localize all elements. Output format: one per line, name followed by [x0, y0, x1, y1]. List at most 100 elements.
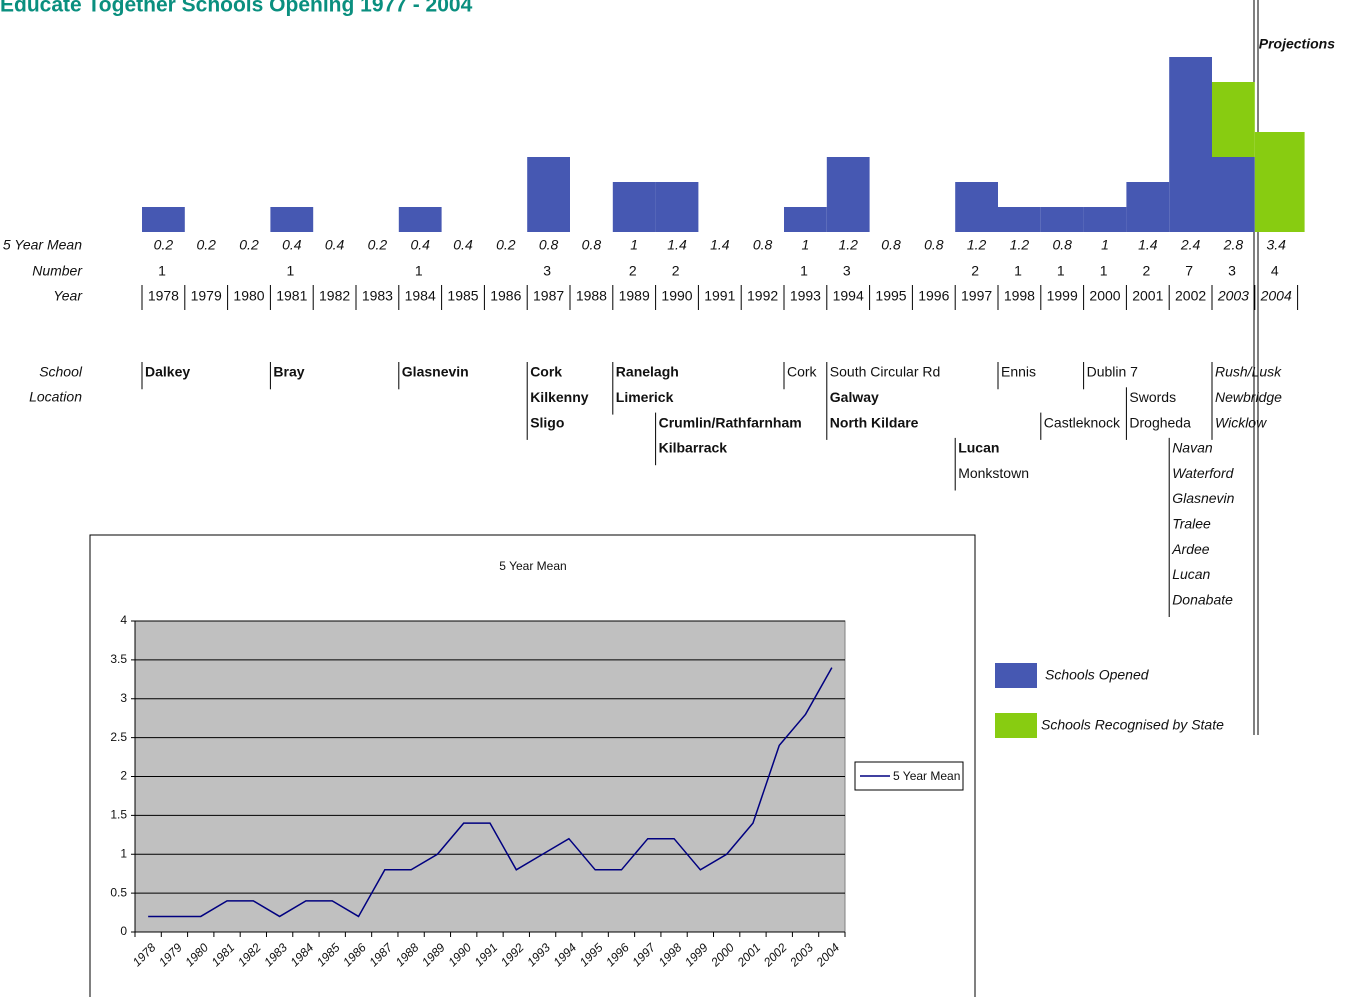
year-label: 2003 — [1217, 288, 1249, 304]
mean-value: 0.4 — [282, 237, 302, 253]
year-label: 1985 — [447, 288, 478, 304]
mean-value: 1.2 — [967, 237, 987, 253]
mean-value: 1 — [1101, 237, 1109, 253]
year-label: 1991 — [704, 288, 735, 304]
year-label: 1987 — [533, 288, 564, 304]
mean-value: 0.2 — [496, 237, 516, 253]
legend-swatch — [995, 663, 1037, 688]
bar — [1083, 207, 1127, 232]
number-value: 2 — [672, 263, 680, 279]
mean-value: 0.8 — [753, 237, 773, 253]
row-label: School — [39, 364, 83, 380]
number-value: 3 — [843, 263, 851, 279]
year-label: 1992 — [747, 288, 778, 304]
y-tick-label: 0 — [120, 924, 127, 938]
mean-value: 0.8 — [1052, 237, 1072, 253]
number-value: 2 — [1143, 263, 1151, 279]
year-label: 1982 — [319, 288, 350, 304]
bar — [1169, 57, 1212, 232]
mean-value: 0.8 — [881, 237, 901, 253]
data-line — [148, 667, 833, 918]
bar — [655, 182, 699, 232]
bar — [998, 207, 1041, 232]
mean-value: 3.4 — [1266, 237, 1286, 253]
mean-value: 0.2 — [368, 237, 388, 253]
y-tick-label: 1.5 — [110, 808, 127, 822]
year-label: 1986 — [490, 288, 521, 304]
school-location: Castleknock — [1044, 414, 1121, 430]
school-location: Navan — [1172, 440, 1213, 456]
number-value: 1 — [1014, 263, 1022, 279]
mean-value: 2.8 — [1223, 237, 1244, 253]
mean-value: 0.2 — [196, 237, 216, 253]
bar — [1254, 132, 1305, 232]
mean-value: 1.4 — [710, 237, 730, 253]
school-location: Rush/Lusk — [1215, 364, 1282, 380]
school-location: Kilkenny — [530, 389, 589, 405]
school-location: Waterford — [1172, 465, 1234, 481]
school-location: Galway — [830, 389, 879, 405]
school-location: Monkstown — [958, 465, 1029, 481]
y-tick-label: 1 — [120, 846, 127, 860]
bar — [784, 207, 827, 232]
mean-value: 0.8 — [582, 237, 602, 253]
bar — [826, 157, 870, 232]
school-location: Ranelagh — [616, 364, 679, 380]
school-location: Glasnevin — [1172, 490, 1234, 506]
bar — [270, 207, 314, 232]
legend-swatch — [995, 713, 1037, 738]
year-label: 1995 — [875, 288, 906, 304]
number-value: 1 — [1057, 263, 1065, 279]
number-value: 2 — [971, 263, 979, 279]
row-label: 5 Year Mean — [3, 237, 82, 253]
row-label: Location — [29, 389, 82, 405]
number-value: 1 — [415, 263, 423, 279]
bar — [527, 157, 570, 232]
number-value: 1 — [1100, 263, 1108, 279]
projections-label: Projections — [1259, 36, 1335, 52]
mean-value: 0.8 — [539, 237, 559, 253]
year-label: 1996 — [918, 288, 949, 304]
school-location: Lucan — [1172, 566, 1210, 582]
bar — [955, 182, 998, 232]
number-value: 1 — [158, 263, 166, 279]
school-location: Dalkey — [145, 364, 190, 380]
school-location: Cork — [787, 364, 818, 380]
year-label: 1994 — [833, 288, 864, 304]
mean-value: 1 — [802, 237, 810, 253]
year-label: 1988 — [576, 288, 607, 304]
bar — [1126, 182, 1170, 232]
mean-value: 1 — [630, 237, 638, 253]
year-label: 1981 — [276, 288, 307, 304]
bar — [398, 207, 442, 232]
school-location: Kilbarrack — [659, 440, 728, 456]
row-label: Year — [53, 288, 83, 304]
school-location: Sligo — [530, 414, 564, 430]
year-label: 1997 — [961, 288, 992, 304]
mean-value: 2.4 — [1180, 237, 1201, 253]
school-location: North Kildare — [830, 414, 919, 430]
school-location: South Circular Rd — [830, 364, 941, 380]
mean-value: 0.2 — [154, 237, 174, 253]
bar — [1212, 157, 1255, 232]
number-value: 7 — [1185, 263, 1193, 279]
year-label: 1979 — [191, 288, 222, 304]
school-location: Donabate — [1172, 591, 1233, 607]
y-tick-label: 2 — [120, 769, 127, 783]
row-label: Number — [32, 263, 83, 279]
school-location: Glasnevin — [402, 364, 469, 380]
number-value: 2 — [629, 263, 637, 279]
y-tick-label: 4 — [120, 613, 127, 627]
mean-value: 0.4 — [410, 237, 430, 253]
mean-value: 0.4 — [325, 237, 345, 253]
school-location: Drogheda — [1129, 414, 1191, 430]
school-location: Bray — [273, 364, 304, 380]
year-label: 1978 — [148, 288, 179, 304]
school-location: Tralee — [1172, 516, 1211, 532]
school-location: Limerick — [616, 389, 674, 405]
year-label: 1980 — [233, 288, 264, 304]
mean-value: 0.8 — [924, 237, 944, 253]
school-location: Swords — [1129, 389, 1176, 405]
page-title: Educate Together Schools Opening 1977 - … — [0, 0, 473, 17]
